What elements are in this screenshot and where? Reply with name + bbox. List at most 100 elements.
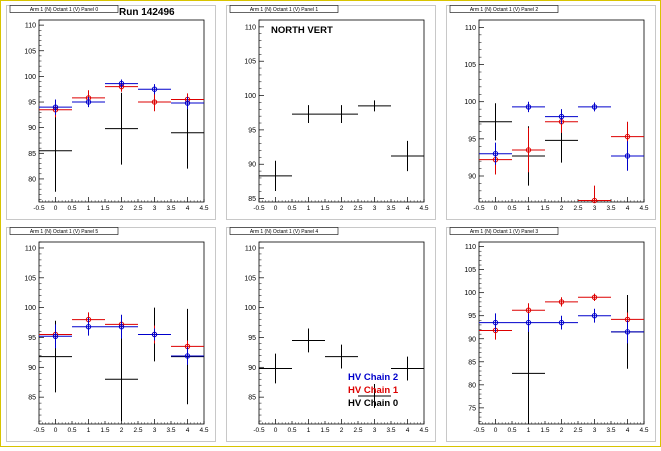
- y-tick-label: 100: [464, 290, 476, 297]
- y-tick-label: 85: [28, 151, 36, 158]
- y-tick-label: 90: [468, 174, 476, 181]
- x-tick-label: 2.5: [133, 205, 142, 212]
- panel-title-box: [229, 227, 339, 235]
- y-tick-label: 80: [28, 176, 36, 183]
- x-tick-label: 4.5: [639, 205, 648, 212]
- x-tick-label: 4.5: [639, 427, 648, 434]
- x-tick-label: 1.5: [320, 205, 329, 212]
- y-tick-label: 90: [248, 365, 256, 372]
- data-point: [85, 99, 92, 105]
- x-tick-label: 1.5: [540, 427, 549, 434]
- x-tick-label: 4: [626, 205, 630, 212]
- x-tick-label: 1.5: [100, 427, 109, 434]
- x-tick-label: 1: [527, 427, 531, 434]
- panel-title: Arm 1 (N) Octant 1 (V) Panel 0: [30, 7, 99, 13]
- y-tick-label: 100: [24, 74, 36, 81]
- y-tick-label: 100: [244, 93, 256, 100]
- x-tick-label: 2: [120, 205, 124, 212]
- series-hv-chain-2: [479, 308, 644, 344]
- x-tick-label: -0.5: [473, 205, 485, 212]
- series-hv-chain-2: [479, 101, 644, 171]
- data-point: [151, 331, 158, 338]
- x-tick-label: 4.5: [419, 205, 428, 212]
- x-tick-label: 2.5: [353, 205, 362, 212]
- x-tick-label: -0.5: [253, 205, 265, 212]
- x-tick-label: 0: [494, 427, 498, 434]
- y-tick-label: 90: [28, 125, 36, 132]
- y-tick-label: 85: [468, 359, 476, 366]
- legend-entry: HV Chain 0: [348, 398, 398, 409]
- x-tick-label: 3.5: [606, 427, 615, 434]
- x-tick-label: 3: [373, 427, 377, 434]
- x-tick-label: 0.5: [287, 427, 296, 434]
- x-tick-label: 1.5: [100, 205, 109, 212]
- legend-entry: HV Chain 1: [348, 385, 399, 396]
- legend-entry: HV Chain 2: [348, 372, 398, 383]
- y-tick-label: 95: [248, 127, 256, 134]
- y-tick-label: 110: [25, 23, 36, 30]
- series-hv-chain-0: [259, 328, 424, 408]
- data-point: [591, 294, 598, 300]
- x-tick-label: 3: [153, 427, 157, 434]
- data-point: [525, 307, 532, 313]
- y-tick-label: 85: [248, 196, 256, 203]
- data-point: [184, 100, 191, 106]
- x-tick-label: 3.5: [166, 427, 175, 434]
- chart-panel-4: Arm 1 (N) Octant 1 (V) Panel 4 85 90 95 100 1…: [226, 227, 436, 442]
- data-point: [118, 324, 125, 330]
- x-tick-label: 0: [494, 205, 498, 212]
- data-point: [624, 329, 631, 335]
- x-tick-label: 1.5: [320, 427, 329, 434]
- chart-panel-5: Arm 1 (N) Octant 1 (V) Panel 3 75 80 85 90 95…: [446, 227, 656, 442]
- x-tick-label: 0: [54, 205, 58, 212]
- data-point: [151, 86, 158, 92]
- y-tick-label: 75: [468, 405, 476, 412]
- y-tick-label: 105: [24, 48, 36, 55]
- data-point: [492, 151, 499, 157]
- data-point: [624, 133, 631, 140]
- y-tick-label: 100: [24, 305, 36, 312]
- x-tick-label: 2.5: [353, 427, 362, 434]
- data-point: [558, 113, 565, 120]
- x-tick-label: 4: [626, 427, 630, 434]
- y-tick-label: 95: [28, 100, 36, 107]
- data-point: [525, 147, 532, 153]
- x-tick-label: 0.5: [287, 205, 296, 212]
- y-tick-label: 110: [465, 25, 476, 32]
- x-tick-label: 3: [593, 427, 597, 434]
- panel-title-box: [9, 227, 119, 235]
- series-hv-chain-2: [39, 314, 204, 365]
- x-tick-label: 4: [406, 205, 410, 212]
- series-hv-chain-2: [39, 79, 204, 115]
- y-tick-label: 110: [25, 245, 36, 252]
- y-tick-label: 105: [244, 59, 256, 66]
- x-tick-label: 0.5: [67, 427, 76, 434]
- x-tick-label: 0.5: [507, 427, 516, 434]
- x-tick-label: 3: [593, 205, 597, 212]
- x-tick-label: 1: [87, 427, 91, 434]
- y-tick-label: 95: [28, 335, 36, 342]
- panel-title: Arm 1 (N) Octant 1 (V) Panel 1: [250, 7, 319, 13]
- y-tick-label: 105: [464, 62, 476, 69]
- y-tick-label: 95: [248, 335, 256, 342]
- x-tick-label: 4.5: [419, 427, 428, 434]
- x-tick-label: 4.5: [199, 205, 208, 212]
- data-point: [52, 333, 59, 339]
- y-tick-label: 90: [468, 336, 476, 343]
- data-point: [151, 99, 158, 105]
- panel-frame: [446, 5, 656, 220]
- y-tick-label: 110: [245, 24, 256, 31]
- data-point: [492, 319, 499, 326]
- x-tick-label: 2: [120, 427, 124, 434]
- x-tick-label: 3.5: [606, 205, 615, 212]
- y-tick-label: 80: [468, 382, 476, 389]
- chart-panel-3: Arm 1 (N) Octant 1 (V) Panel 5 85 90 95 100 1…: [6, 227, 216, 442]
- panel-title-box: [449, 227, 559, 235]
- panel-title: Arm 1 (N) Octant 1 (V) Panel 2: [470, 7, 539, 13]
- x-tick-label: 0: [274, 427, 278, 434]
- x-tick-label: 0.5: [67, 205, 76, 212]
- figure-title: Run 142496: [119, 7, 175, 18]
- chart-panel-1: Arm 1 (N) Octant 1 (V) Panel 1 85 90 95 100 1…: [226, 5, 436, 220]
- y-tick-label: 100: [464, 99, 476, 106]
